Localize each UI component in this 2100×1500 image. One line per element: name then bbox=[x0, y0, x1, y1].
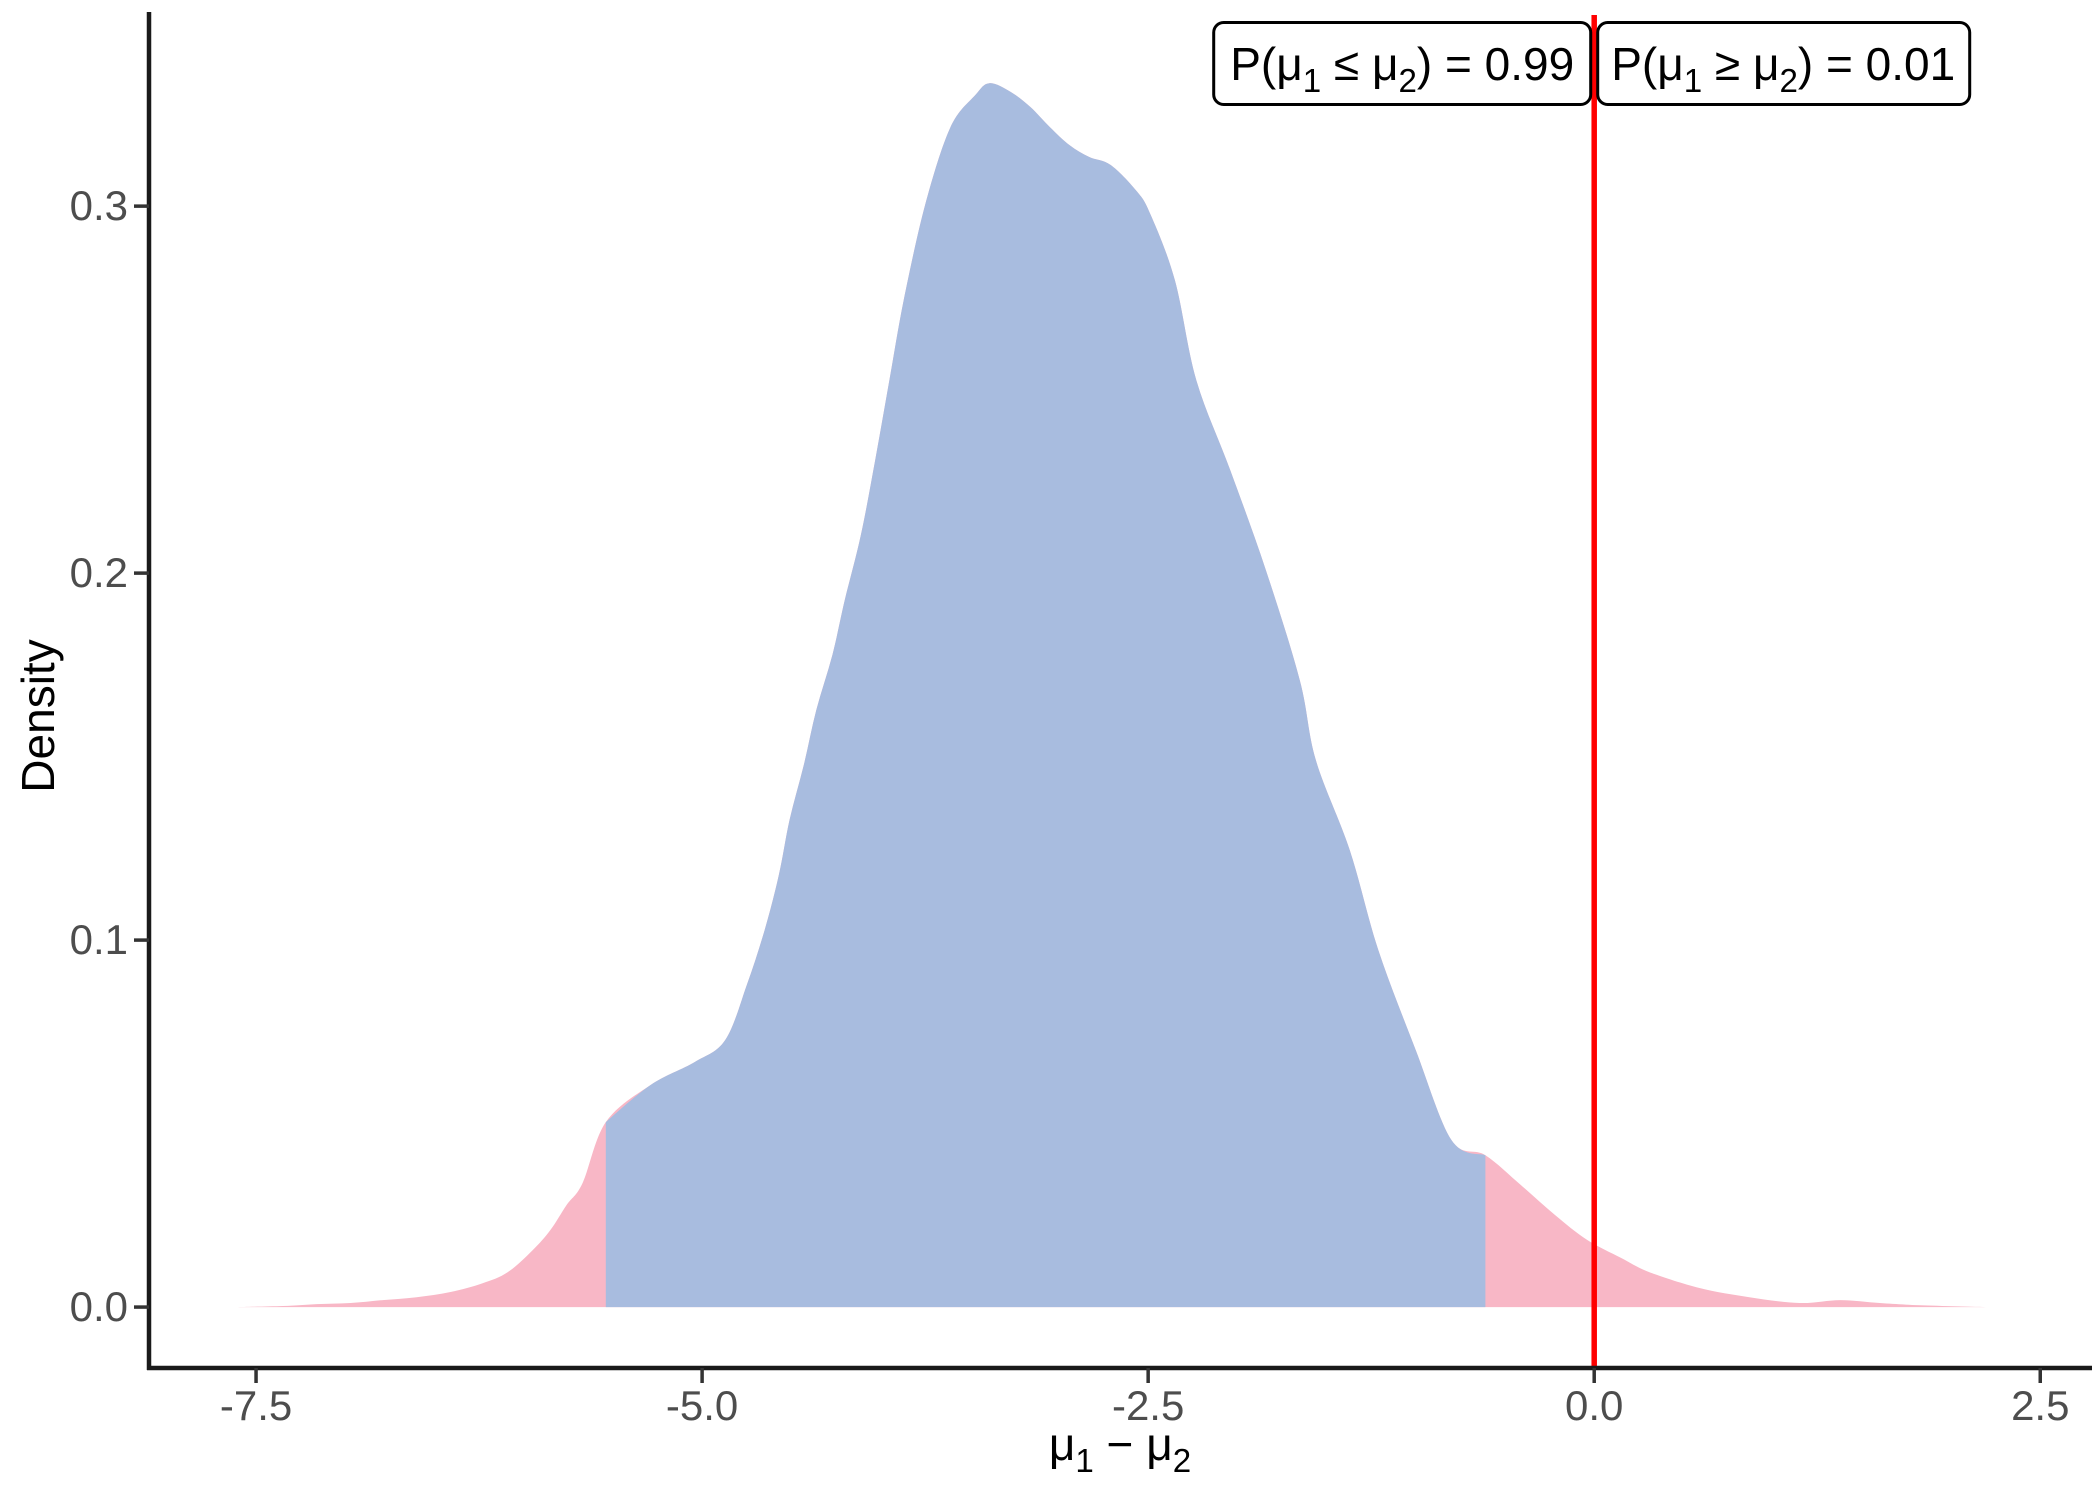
density-area-interval bbox=[605, 83, 1486, 1308]
probability-label-right: P(μ1 ≥ μ2) = 0.01 bbox=[1611, 38, 1955, 100]
x-axis-ticks: -7.5 -5.0 -2.5 0.0 2.5 bbox=[220, 1368, 2069, 1429]
x-tick-label: 2.5 bbox=[2011, 1382, 2069, 1429]
axes bbox=[146, 12, 2092, 1371]
probability-box-left bbox=[1212, 21, 1593, 106]
x-tick-label: -7.5 bbox=[220, 1382, 292, 1429]
y-tick-label: 0.3 bbox=[70, 182, 128, 229]
x-axis-title: μ1 − μ2 bbox=[1049, 1418, 1191, 1480]
y-tick-label: 0.2 bbox=[70, 549, 128, 596]
probability-box-right bbox=[1596, 21, 1972, 106]
y-axis-title: Density bbox=[12, 639, 64, 792]
probability-annotations: P(μ1 ≤ μ2) = 0.99 P(μ1 ≥ μ2) = 0.01 bbox=[1212, 21, 1972, 106]
x-tick-label: -2.5 bbox=[1112, 1382, 1184, 1429]
y-axis-ticks: 0.0 0.1 0.2 0.3 bbox=[70, 182, 149, 1330]
x-tick-label: -5.0 bbox=[666, 1382, 738, 1429]
y-tick-label: 0.0 bbox=[70, 1283, 128, 1330]
probability-label-left: P(μ1 ≤ μ2) = 0.99 bbox=[1230, 38, 1574, 100]
x-tick-label: 0.0 bbox=[1565, 1382, 1623, 1429]
y-tick-label: 0.1 bbox=[70, 916, 128, 963]
density-areas bbox=[236, 83, 1989, 1308]
